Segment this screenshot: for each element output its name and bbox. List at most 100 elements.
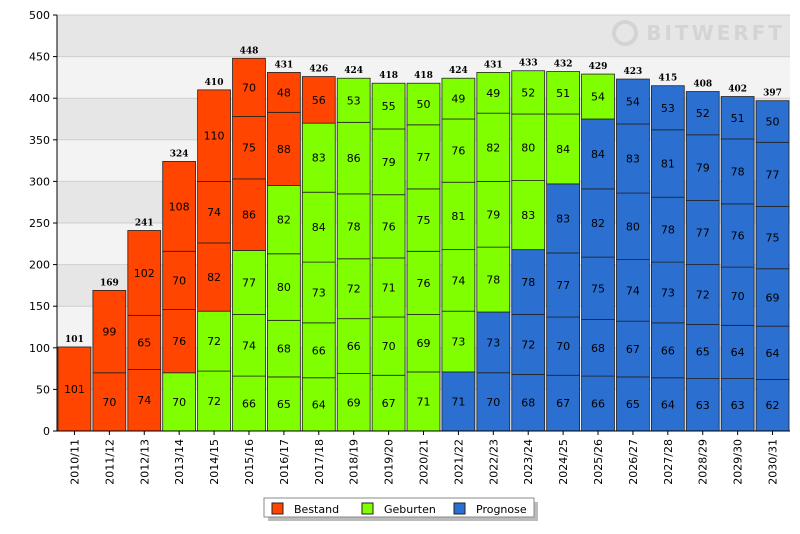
segment-label: 50 bbox=[417, 98, 431, 111]
segment-label: 83 bbox=[556, 212, 570, 225]
bar-segment bbox=[162, 309, 197, 374]
segment-label: 66 bbox=[661, 344, 675, 357]
segment-label: 77 bbox=[766, 168, 780, 181]
x-tick-label: 2014/15 bbox=[208, 439, 221, 485]
bar-segment bbox=[301, 76, 336, 124]
segment-label: 77 bbox=[417, 151, 431, 164]
total-label: 169 bbox=[100, 278, 119, 288]
segment-label: 77 bbox=[242, 276, 256, 289]
y-tick-label: 500 bbox=[29, 9, 50, 22]
bar-segment bbox=[720, 266, 755, 326]
bar-segment bbox=[476, 72, 511, 114]
segment-label: 74 bbox=[207, 206, 221, 219]
bar-segment bbox=[581, 118, 615, 190]
bar-segment bbox=[336, 121, 371, 195]
y-tick-label: 450 bbox=[29, 51, 50, 64]
segment-label: 76 bbox=[172, 335, 186, 348]
segment-label: 74 bbox=[451, 274, 465, 287]
segment-label: 66 bbox=[242, 398, 256, 411]
segment-label: 83 bbox=[626, 153, 640, 166]
bar-segment bbox=[232, 375, 266, 432]
legend-label: Bestand bbox=[294, 503, 339, 516]
total-label: 397 bbox=[763, 89, 782, 99]
segment-label: 64 bbox=[766, 347, 780, 360]
legend-box bbox=[263, 497, 535, 518]
segment-label: 76 bbox=[451, 145, 465, 158]
x-tick-label: 2017/18 bbox=[313, 439, 326, 485]
segment-label: 69 bbox=[417, 337, 431, 350]
total-label: 410 bbox=[205, 78, 224, 88]
total-label: 415 bbox=[658, 74, 677, 84]
segment-label: 99 bbox=[102, 326, 116, 339]
segment-label: 66 bbox=[591, 398, 605, 411]
segment-label: 68 bbox=[591, 342, 605, 355]
segment-label: 71 bbox=[417, 395, 431, 408]
segment-label: 70 bbox=[556, 340, 570, 353]
bar-segment bbox=[511, 314, 546, 375]
segment-label: 66 bbox=[312, 344, 326, 357]
bar-segment bbox=[685, 378, 720, 432]
bar-segment bbox=[685, 134, 720, 201]
bar-segment bbox=[371, 257, 406, 318]
bar-segment bbox=[441, 310, 476, 373]
bar-segment bbox=[546, 183, 580, 254]
x-tick-label: 2023/24 bbox=[522, 439, 535, 485]
segment-label: 79 bbox=[486, 208, 500, 221]
segment-label: 54 bbox=[626, 96, 640, 109]
total-label: 402 bbox=[728, 85, 747, 95]
y-tick-label: 300 bbox=[29, 175, 50, 188]
segment-label: 76 bbox=[731, 229, 745, 242]
total-label: 418 bbox=[414, 71, 433, 81]
segment-label: 75 bbox=[766, 232, 780, 245]
x-tick-label: 2018/19 bbox=[348, 439, 361, 485]
watermark-logo bbox=[612, 20, 638, 46]
bar-segment bbox=[57, 346, 92, 432]
bar-segment bbox=[162, 161, 197, 252]
y-tick-label: 150 bbox=[29, 300, 50, 313]
segment-label: 70 bbox=[731, 290, 745, 303]
bar-segment bbox=[511, 180, 546, 251]
bar-segment bbox=[232, 116, 266, 180]
segment-label: 73 bbox=[486, 336, 500, 349]
bar-segment bbox=[406, 314, 441, 373]
bar-segment bbox=[581, 256, 615, 320]
bar-segment bbox=[476, 180, 511, 248]
bar-segment bbox=[685, 91, 720, 136]
bar-segment bbox=[336, 373, 371, 432]
x-tick-label: 2019/20 bbox=[383, 439, 396, 485]
bar-segment bbox=[581, 188, 615, 258]
segment-label: 78 bbox=[521, 276, 535, 289]
total-label: 424 bbox=[344, 66, 363, 76]
bar-segment bbox=[755, 141, 790, 207]
bar-segment bbox=[336, 318, 371, 374]
segment-label: 78 bbox=[347, 220, 361, 233]
segment-label: 53 bbox=[661, 102, 675, 115]
bar-segment bbox=[546, 374, 580, 432]
segment-label: 70 bbox=[486, 396, 500, 409]
bar-segment bbox=[197, 242, 231, 312]
bar-segment bbox=[371, 316, 406, 376]
segment-label: 76 bbox=[382, 220, 396, 233]
bar-segment bbox=[650, 129, 685, 198]
bar-segment bbox=[720, 138, 755, 205]
segment-label: 67 bbox=[556, 397, 570, 410]
segment-label: 73 bbox=[451, 336, 465, 349]
segment-label: 75 bbox=[417, 214, 431, 227]
y-tick-label: 100 bbox=[29, 342, 50, 355]
segment-label: 102 bbox=[134, 267, 155, 280]
segment-label: 74 bbox=[626, 284, 640, 297]
total-label: 408 bbox=[693, 80, 712, 90]
segment-label: 108 bbox=[169, 200, 190, 213]
segment-label: 72 bbox=[696, 289, 710, 302]
segment-label: 64 bbox=[731, 346, 745, 359]
segment-label: 65 bbox=[277, 398, 291, 411]
segment-label: 80 bbox=[521, 141, 535, 154]
bar-segment bbox=[441, 371, 476, 432]
segment-label: 65 bbox=[626, 398, 640, 411]
segment-label: 72 bbox=[207, 395, 221, 408]
x-tick-label: 2022/23 bbox=[487, 439, 500, 485]
x-tick-label: 2021/22 bbox=[452, 439, 465, 485]
y-tick-label: 400 bbox=[29, 92, 50, 105]
segment-label: 71 bbox=[451, 395, 465, 408]
